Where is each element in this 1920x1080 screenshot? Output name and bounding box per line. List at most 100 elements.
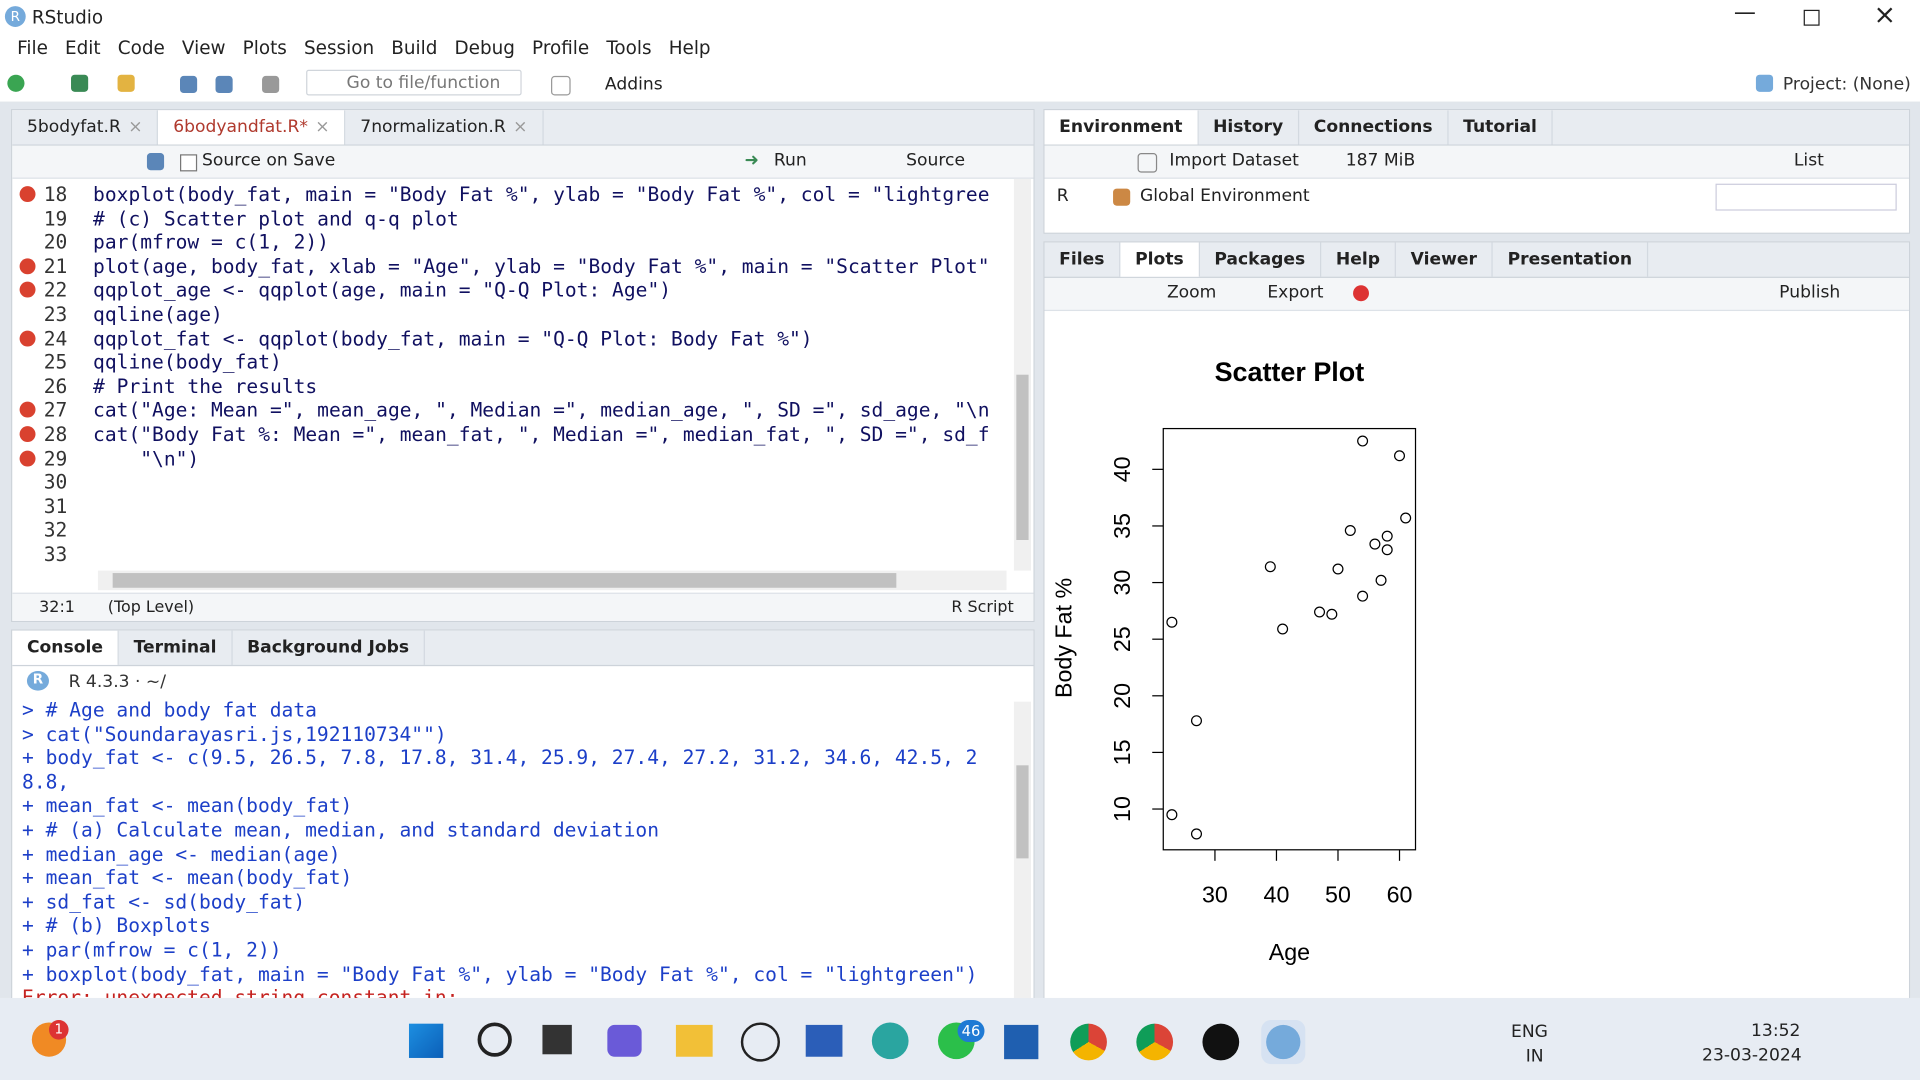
teams-icon[interactable]: [607, 1024, 642, 1057]
tab[interactable]: Files: [1044, 242, 1121, 277]
code-area[interactable]: 18 boxplot(body_fat, main = "Body Fat %",…: [12, 179, 1014, 571]
save-all-button[interactable]: [215, 75, 233, 94]
vertical-scrollbar[interactable]: [1013, 178, 1032, 571]
new-project-button[interactable]: [71, 74, 89, 92]
run-button[interactable]: Run: [773, 150, 807, 171]
clock-date[interactable]: 23-03-2024: [1702, 1045, 1802, 1066]
import-dataset-button[interactable]: Import Dataset: [1169, 150, 1299, 171]
run-arrow: ➜: [744, 150, 759, 171]
app-icon: R: [4, 6, 26, 27]
source-on-save-checkbox[interactable]: [180, 154, 198, 172]
tab[interactable]: 5bodyfat.R ×: [12, 110, 159, 145]
menu-item[interactable]: Session: [304, 36, 375, 59]
chrome-profile-icon[interactable]: [1070, 1023, 1107, 1061]
menu-item[interactable]: Build: [391, 36, 438, 59]
menu-item[interactable]: File: [17, 36, 48, 59]
file-type-menu[interactable]: R Script: [951, 598, 1014, 618]
console-line: + mean_fat <- mean(body_fat): [22, 793, 353, 818]
open-button[interactable]: [117, 74, 135, 92]
tab[interactable]: Environment: [1044, 110, 1199, 145]
tab[interactable]: Console: [12, 630, 119, 665]
rstudio-taskbar-icon[interactable]: [1261, 1020, 1306, 1065]
save-button[interactable]: [146, 153, 165, 171]
store-icon[interactable]: [1004, 1024, 1039, 1060]
point: [1400, 512, 1412, 524]
menu-item[interactable]: Help: [668, 36, 711, 59]
console-line: + boxplot(body_fat, main = "Body Fat %",…: [22, 961, 978, 986]
console-pane: Console Terminal Background Jobs R R 4.3.3…: [11, 629, 1035, 1001]
menu-item[interactable]: Tools: [606, 36, 652, 59]
tab[interactable]: Presentation: [1493, 242, 1649, 277]
menu-item[interactable]: Debug: [454, 36, 515, 59]
console-scrollbar[interactable]: [1013, 701, 1032, 1000]
language-menu[interactable]: R: [1056, 186, 1069, 206]
word-icon[interactable]: [805, 1024, 843, 1057]
tab-label: Presentation: [1507, 249, 1633, 270]
tab-label: Background Jobs: [247, 637, 410, 658]
grid-button[interactable]: [551, 75, 571, 96]
search-button[interactable]: [477, 1022, 512, 1057]
menu-item[interactable]: Profile: [532, 36, 590, 59]
input-region[interactable]: IN: [1525, 1046, 1544, 1067]
menu-item[interactable]: Code: [117, 36, 165, 59]
tab[interactable]: Tutorial: [1448, 110, 1553, 145]
save-button[interactable]: [180, 75, 198, 94]
close-button[interactable]: ×: [1873, 0, 1897, 31]
publish-button[interactable]: Publish: [1779, 282, 1841, 303]
tab[interactable]: Terminal: [119, 630, 233, 665]
line-number: 25: [43, 350, 68, 374]
point: [1369, 538, 1381, 550]
tab[interactable]: 7normalization.R ×: [346, 110, 544, 145]
new-file-button[interactable]: [7, 74, 25, 92]
tab-label: Environment: [1059, 117, 1183, 138]
point: [1357, 590, 1369, 602]
zoom-button[interactable]: Zoom: [1166, 282, 1217, 303]
tab[interactable]: Connections: [1299, 110, 1449, 145]
tab[interactable]: Viewer: [1396, 242, 1493, 277]
export-button[interactable]: Export: [1267, 282, 1324, 303]
editor-pane: 5bodyfat.R × 6bodyandfat.R* × 7normalization…: [11, 108, 1035, 623]
spotify-icon[interactable]: [1202, 1023, 1240, 1061]
minimize-button[interactable]: —: [1733, 0, 1756, 26]
edge-icon[interactable]: [871, 1022, 909, 1060]
search-box[interactable]: [1715, 183, 1897, 211]
menu-item[interactable]: Edit: [65, 36, 101, 59]
tab[interactable]: History: [1198, 110, 1300, 145]
project-menu[interactable]: Project: (None): [1782, 74, 1911, 95]
addins-menu[interactable]: Addins: [604, 74, 663, 95]
remove-plot-button[interactable]: [1353, 285, 1369, 302]
horizontal-scrollbar[interactable]: [97, 570, 1007, 591]
import-icon: [1137, 153, 1158, 173]
view-mode-menu[interactable]: List: [1793, 150, 1824, 171]
menu-item[interactable]: View: [181, 36, 226, 59]
window-title: RStudio: [31, 6, 104, 29]
tab-close[interactable]: ×: [513, 117, 528, 138]
tab[interactable]: Packages: [1200, 242, 1322, 277]
tab[interactable]: Background Jobs: [232, 630, 426, 665]
line-number: 18: [43, 182, 68, 206]
environment-scope-menu[interactable]: Global Environment: [1140, 186, 1310, 206]
dell-icon[interactable]: [740, 1022, 781, 1062]
memory-usage[interactable]: 187 MiB: [1345, 150, 1416, 171]
chrome-icon[interactable]: [1136, 1023, 1174, 1061]
tab-close[interactable]: ×: [315, 117, 330, 138]
goto-file-input[interactable]: Go to file/function: [306, 69, 522, 96]
scope-menu[interactable]: (Top Level): [107, 598, 195, 618]
console-output[interactable]: > # Age and body fat data > cat("Soundara…: [22, 694, 1014, 999]
tab[interactable]: Plots: [1120, 242, 1200, 277]
print-button[interactable]: [262, 75, 280, 94]
clock-time[interactable]: 13:52: [1751, 1021, 1801, 1041]
tab[interactable]: 6bodyandfat.R* ×: [158, 110, 346, 145]
explorer-icon[interactable]: [675, 1024, 713, 1057]
tab-close[interactable]: ×: [128, 117, 143, 138]
source-button[interactable]: Source: [906, 150, 966, 171]
point: [1166, 616, 1178, 628]
task-view[interactable]: [542, 1024, 572, 1055]
start-button[interactable]: [408, 1023, 444, 1058]
restore-button[interactable]: [1803, 9, 1820, 26]
tab-label: Viewer: [1410, 249, 1478, 270]
menu-item[interactable]: Plots: [242, 36, 287, 59]
tab[interactable]: Help: [1321, 242, 1396, 277]
point: [1332, 563, 1344, 575]
input-language[interactable]: ENG: [1511, 1022, 1548, 1043]
